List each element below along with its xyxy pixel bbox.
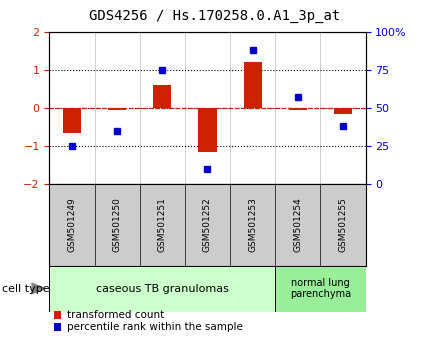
Text: cell type: cell type: [2, 284, 50, 293]
Bar: [154, 85, 171, 108]
Bar: [334, 108, 352, 114]
Bar: [198, 108, 216, 152]
Polygon shape: [31, 282, 48, 295]
Text: GSM501254: GSM501254: [293, 198, 302, 252]
Bar: [275, 266, 366, 312]
Text: normal lung
parenchyma: normal lung parenchyma: [290, 278, 351, 299]
Text: GSM501250: GSM501250: [113, 197, 122, 252]
Bar: [49, 266, 275, 312]
Bar: [63, 108, 81, 133]
Text: GSM501253: GSM501253: [248, 197, 257, 252]
Text: GSM501251: GSM501251: [158, 197, 167, 252]
Bar: [243, 62, 261, 108]
Text: GSM501249: GSM501249: [68, 198, 77, 252]
Bar: [108, 108, 126, 110]
Text: caseous TB granulomas: caseous TB granulomas: [96, 284, 229, 293]
Text: percentile rank within the sample: percentile rank within the sample: [67, 322, 243, 332]
Bar: [289, 108, 307, 110]
Text: GSM501255: GSM501255: [338, 197, 347, 252]
Text: transformed count: transformed count: [67, 310, 164, 320]
Text: GSM501252: GSM501252: [203, 198, 212, 252]
Text: GDS4256 / Hs.170258.0.A1_3p_at: GDS4256 / Hs.170258.0.A1_3p_at: [89, 9, 341, 23]
